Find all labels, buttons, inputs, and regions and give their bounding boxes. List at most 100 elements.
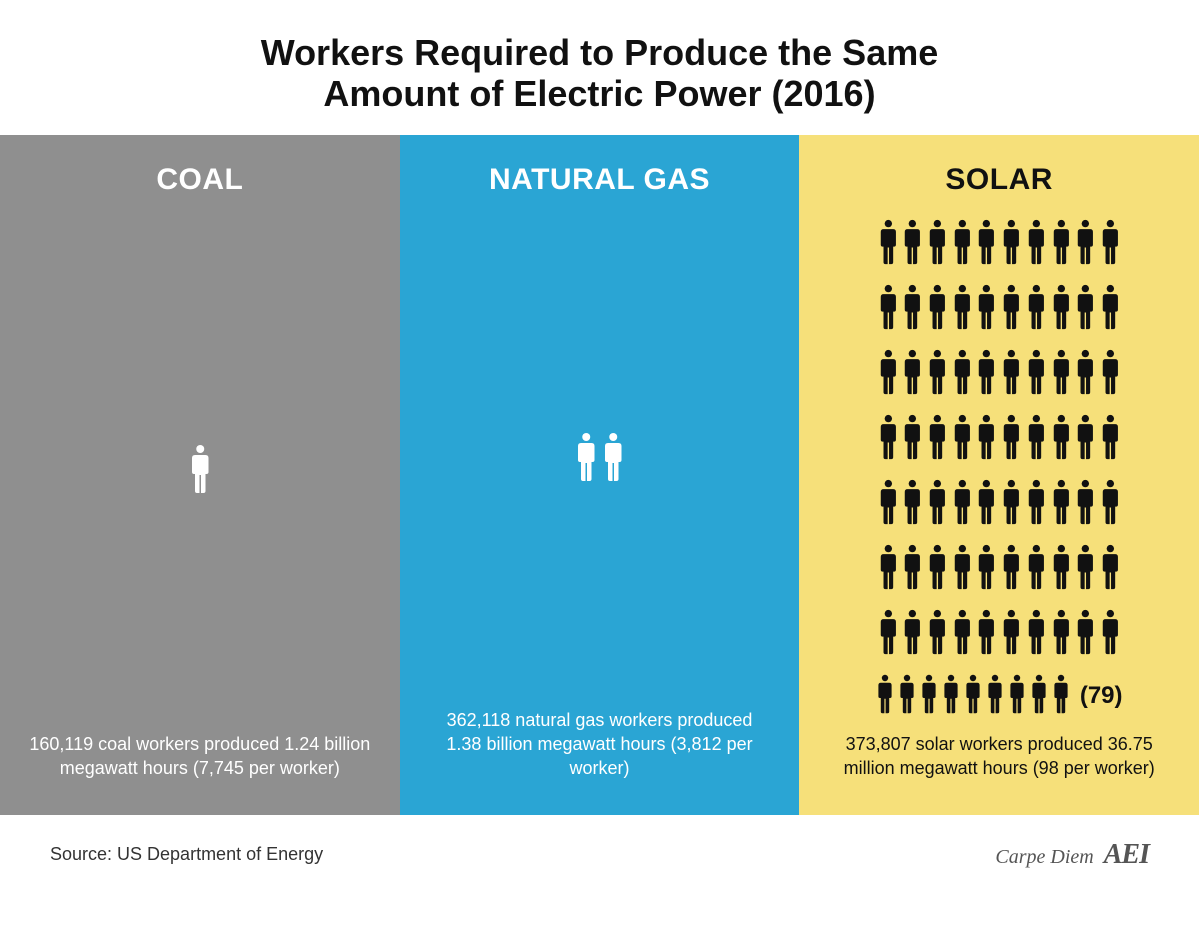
person-icon: [976, 544, 997, 595]
person-icon: [1075, 349, 1096, 395]
person-icon: [964, 674, 982, 714]
person-icon: [878, 609, 899, 655]
person-icon: [927, 609, 948, 660]
person-icon: [878, 414, 899, 465]
person-icon: [1051, 479, 1072, 525]
person-icon: [976, 609, 997, 655]
panels-container: COAL 160,119 coal workers produced 1.24 …: [0, 135, 1199, 815]
person-icon: [602, 432, 625, 487]
person-icon: [902, 544, 923, 595]
person-icon: [902, 349, 923, 395]
person-icon: [1075, 414, 1096, 460]
person-icon: [952, 479, 973, 525]
person-icon: [1052, 674, 1070, 719]
person-icon: [952, 349, 973, 400]
person-icon: [602, 432, 625, 482]
person-icon: [575, 432, 598, 482]
person-icon: [942, 674, 960, 719]
person-icon: [1026, 284, 1047, 330]
person-icon: [1026, 284, 1047, 335]
count-label: (79): [1080, 682, 1123, 710]
person-icon: [927, 479, 948, 530]
person-icon: [952, 414, 973, 460]
person-icon: [1001, 609, 1022, 655]
person-icon: [1030, 674, 1048, 714]
panel-title-natural-gas: NATURAL GAS: [489, 163, 710, 197]
icon-area-coal: [18, 211, 382, 732]
chart-title: Workers Required to Produce the Same Amo…: [0, 0, 1199, 135]
person-icon: [1001, 544, 1022, 595]
person-icon: [952, 479, 973, 530]
person-icon: [1001, 544, 1022, 590]
person-icon: [976, 219, 997, 270]
person-icon: [902, 349, 923, 400]
person-icon: [1052, 674, 1070, 714]
person-icon: [878, 479, 899, 530]
person-icon: [1051, 414, 1072, 460]
person-icon: [1001, 284, 1022, 335]
person-icon: [902, 284, 923, 335]
person-icon: [986, 674, 1004, 719]
person-icon: [1051, 544, 1072, 595]
person-icon: [898, 674, 916, 714]
title-line-2: Amount of Electric Power (2016): [40, 73, 1159, 114]
person-icon: [1026, 349, 1047, 400]
person-icon: [902, 544, 923, 590]
person-icon: [878, 544, 899, 590]
person-icon: [927, 609, 948, 655]
icon-area-natural-gas: [418, 211, 782, 708]
person-icon: [1051, 609, 1072, 660]
person-icon: [927, 349, 948, 400]
person-icon: [1026, 479, 1047, 525]
person-icon: [1075, 544, 1096, 590]
person-icon: [878, 219, 899, 265]
person-icon: [878, 284, 899, 335]
person-icon: [976, 479, 997, 525]
person-icon: [1001, 219, 1022, 265]
person-icon: [1026, 219, 1047, 270]
icon-area-solar: (79): [817, 211, 1181, 732]
icon-row: [878, 414, 1121, 465]
person-icon: [1026, 479, 1047, 530]
title-line-1: Workers Required to Produce the Same: [40, 32, 1159, 73]
icon-row: [878, 349, 1121, 400]
source-text: Source: US Department of Energy: [50, 844, 323, 865]
person-icon: [1008, 674, 1026, 719]
person-icon: [902, 609, 923, 655]
person-icon: [1075, 479, 1096, 525]
person-icon: [1075, 284, 1096, 335]
icon-row: [878, 284, 1121, 335]
person-icon: [976, 609, 997, 660]
person-icon: [878, 219, 899, 270]
panel-coal: COAL 160,119 coal workers produced 1.24 …: [0, 135, 400, 815]
footer: Source: US Department of Energy Carpe Di…: [0, 815, 1199, 871]
person-icon: [952, 544, 973, 595]
person-icon: [1051, 349, 1072, 400]
icon-row: [575, 432, 624, 487]
person-icon: [1026, 349, 1047, 395]
person-icon: [1075, 609, 1096, 660]
person-icon: [1026, 609, 1047, 655]
person-icon: [1100, 544, 1121, 595]
person-icon: [898, 674, 916, 719]
person-icon: [986, 674, 1004, 714]
person-icon: [575, 432, 598, 487]
person-icon: [952, 349, 973, 395]
person-icon: [878, 414, 899, 460]
person-icon: [878, 284, 899, 330]
person-icon: [1051, 219, 1072, 265]
person-icon: [1026, 544, 1047, 590]
person-icon: [1001, 414, 1022, 460]
person-icon: [976, 479, 997, 530]
person-icon: [876, 674, 894, 719]
person-icon: [1100, 479, 1121, 525]
person-icon: [927, 284, 948, 330]
panel-solar: SOLAR: [799, 135, 1199, 815]
person-icon: [952, 284, 973, 335]
person-icon: [1075, 284, 1096, 330]
person-icon: [927, 284, 948, 335]
person-icon: [902, 284, 923, 330]
person-icon: [976, 284, 997, 330]
person-icon: [1026, 609, 1047, 660]
person-icon: [876, 674, 894, 714]
